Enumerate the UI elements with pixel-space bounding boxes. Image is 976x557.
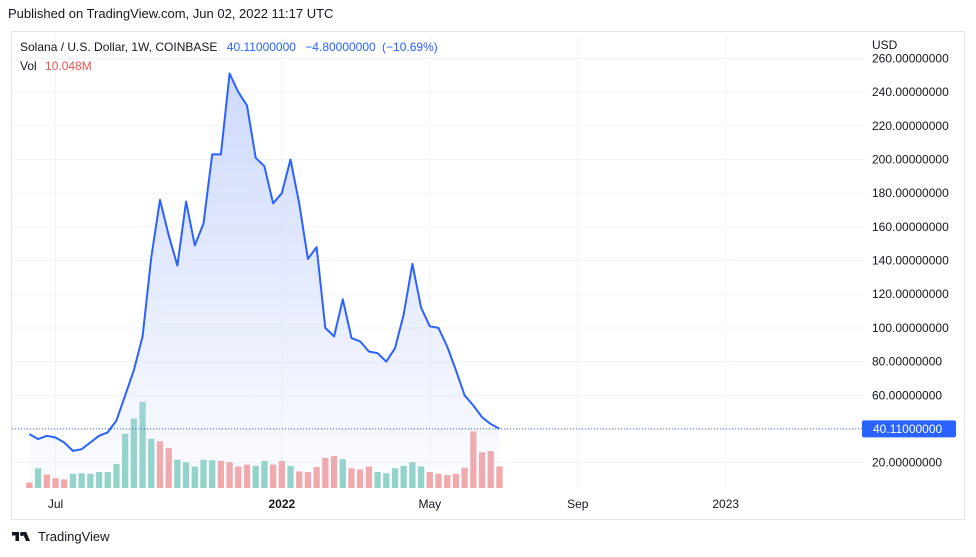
volume-bar — [496, 466, 503, 488]
price-area — [29, 73, 500, 488]
y-tick-label: 200.00000000 — [872, 152, 949, 166]
footer-brand: TradingView — [38, 529, 110, 544]
volume-label[interactable]: Vol — [20, 59, 37, 73]
y-tick-label: 140.00000000 — [872, 254, 949, 268]
y-tick-label: 60.00000000 — [872, 388, 942, 402]
time-axis[interactable]: Jul 2022 May Sep 2023 — [48, 497, 740, 511]
last-price-label: 40.11000000 — [862, 420, 956, 438]
currency-label: USD — [872, 38, 898, 52]
chart-frame[interactable] — [11, 31, 965, 520]
last-value: 40.11000000 — [226, 40, 296, 54]
y-tick-label: 220.00000000 — [872, 119, 949, 133]
published-label: Published on TradingView.com, Jun 02, 20… — [8, 6, 334, 21]
price-line — [28, 72, 500, 452]
change-percent: (−10.69%) — [382, 40, 438, 54]
y-tick-label: 260.00000000 — [872, 51, 949, 65]
price-axis[interactable]: 20.0000000040.0000000060.0000000080.0000… — [872, 51, 949, 469]
y-tick-label: 160.00000000 — [872, 220, 949, 234]
legend-volume-row: Vol 10.048M — [20, 57, 438, 76]
chart-legend: Solana / U.S. Dollar, 1W, COINBASE 40.11… — [20, 38, 438, 76]
y-tick-label: 180.00000000 — [872, 186, 949, 200]
footer: TradingView — [10, 529, 110, 544]
legend-price-row: Solana / U.S. Dollar, 1W, COINBASE 40.11… — [20, 38, 438, 57]
change-value: −4.80000000 — [305, 40, 376, 54]
symbol-title[interactable]: Solana / U.S. Dollar, 1W, COINBASE — [20, 40, 218, 54]
last-price-text: 40.11000000 — [873, 422, 943, 436]
volume-value: 10.048M — [45, 59, 92, 73]
x-tick-label: May — [418, 497, 441, 511]
tradingview-logo-icon — [12, 531, 30, 541]
x-tick-label: Jul — [48, 497, 63, 511]
y-tick-label: 20.00000000 — [872, 456, 942, 470]
x-tick-label: Sep — [567, 497, 589, 511]
x-tick-label: 2022 — [268, 497, 295, 511]
y-tick-label: 120.00000000 — [872, 287, 949, 301]
x-tick-label: 2023 — [712, 497, 739, 511]
y-tick-label: 100.00000000 — [872, 321, 949, 335]
y-tick-label: 240.00000000 — [872, 85, 949, 99]
y-tick-label: 80.00000000 — [872, 355, 942, 369]
